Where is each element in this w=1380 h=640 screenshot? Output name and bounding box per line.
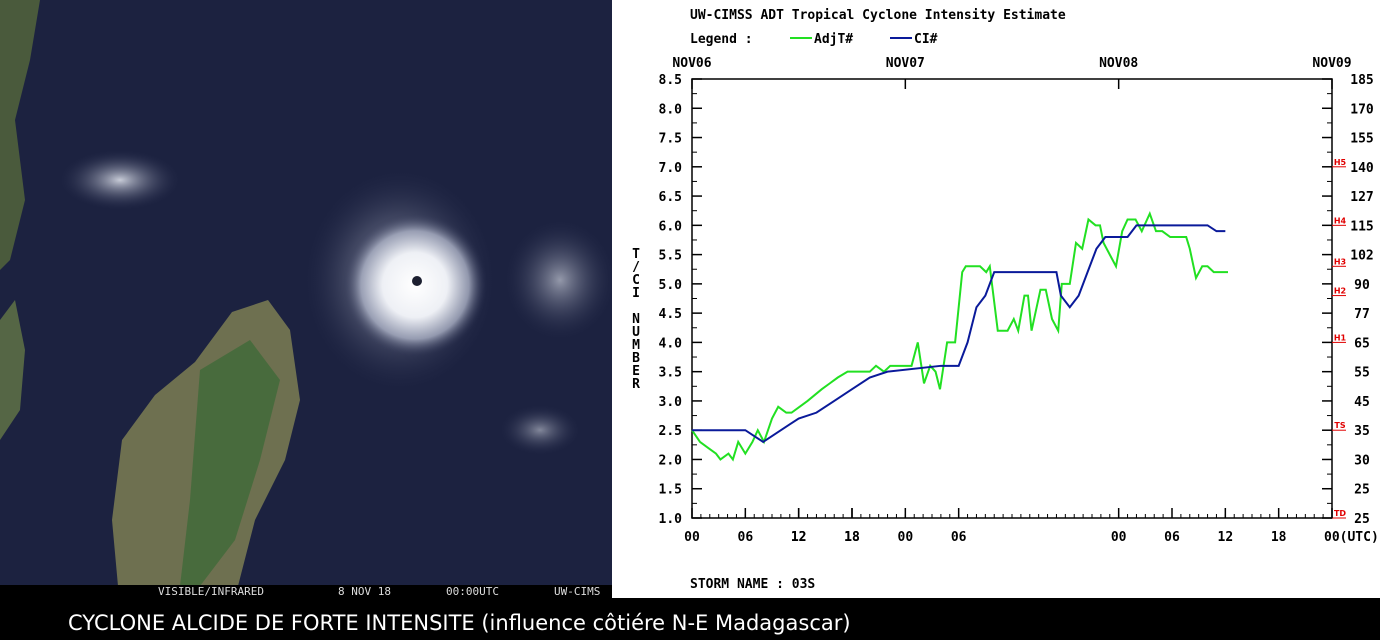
category-label: TD <box>1334 509 1346 518</box>
y-tick-label: 6.0 <box>659 219 683 234</box>
y-axis-label-char: U <box>632 325 640 340</box>
y-axis-label-char: T <box>632 247 640 262</box>
satellite-label: 8 NOV 18 <box>338 585 391 598</box>
y2-tick-label: 170 <box>1350 102 1374 117</box>
date-tick-label: NOV09 <box>1312 56 1351 71</box>
y2-tick-label: 55 <box>1354 366 1370 381</box>
y-tick-label: 8.0 <box>659 102 683 117</box>
x-tick-label: 00 <box>1111 530 1127 545</box>
x-tick-label: 06 <box>738 530 754 545</box>
y-axis-label-char: R <box>632 377 640 392</box>
series-line <box>691 210 1228 462</box>
y-tick-label: 5.5 <box>659 249 682 264</box>
y-tick-label: 5.0 <box>659 278 683 293</box>
y-axis-label-char: I <box>632 286 640 301</box>
series-line <box>692 224 1226 444</box>
legend-label: CI# <box>914 32 938 47</box>
satellite-image <box>0 0 615 598</box>
satellite-label: 00:00UTC <box>446 585 499 598</box>
y2-tick-label: 140 <box>1350 161 1374 176</box>
x-tick-label: 12 <box>791 530 807 545</box>
y-axis-label-char: N <box>632 312 640 327</box>
x-tick-label: 12 <box>1218 530 1234 545</box>
x-tick-label: 18 <box>844 530 860 545</box>
y-tick-label: 7.0 <box>659 161 683 176</box>
y2-tick-label: 90 <box>1354 278 1370 293</box>
caption-bar <box>0 598 1380 640</box>
y2-tick-label: 45 <box>1354 395 1370 410</box>
category-label: H2 <box>1334 287 1346 296</box>
y2-tick-label: 30 <box>1354 453 1370 468</box>
category-label: H1 <box>1334 333 1347 342</box>
y2-tick-label: 77 <box>1354 307 1370 322</box>
y2-tick-label: 127 <box>1350 190 1373 205</box>
y2-tick-label: 25 <box>1354 483 1370 498</box>
satellite-label: UW-CIMS <box>554 585 600 598</box>
y-axis-label-char: C <box>632 273 640 288</box>
satellite-label: VISIBLE/INFRARED <box>158 585 264 598</box>
y2-tick-label: 185 <box>1350 73 1373 88</box>
legend-label: AdjT# <box>814 32 853 47</box>
x-tick-label: 00(UTC) <box>1324 530 1379 545</box>
y2-tick-label: 65 <box>1354 336 1370 351</box>
category-label: H5 <box>1334 158 1347 167</box>
y-tick-label: 1.5 <box>659 483 682 498</box>
x-tick-label: 18 <box>844 530 860 545</box>
y-tick-label: 6.5 <box>659 190 682 205</box>
y2-tick-label: 102 <box>1350 249 1373 264</box>
y-tick-label: 7.5 <box>659 132 682 147</box>
y2-tick-label: 35 <box>1354 424 1370 439</box>
x-tick-label: 00 <box>898 530 914 545</box>
x-tick-label: 06 <box>1164 530 1180 545</box>
y-tick-label: 4.0 <box>659 336 683 351</box>
y2-tick-label: 25 <box>1354 512 1370 527</box>
y-tick-label: 8.5 <box>659 73 682 88</box>
chart-title: UW-CIMSS ADT Tropical Cyclone Intensity … <box>690 8 1066 23</box>
y-tick-label: 3.0 <box>659 395 683 410</box>
y-tick-label: 2.5 <box>659 424 682 439</box>
date-tick-label: NOV06 <box>672 56 711 71</box>
x-tick-label: 18 <box>1271 530 1287 545</box>
x-tick-label: 06 <box>951 530 967 545</box>
date-tick-label: NOV08 <box>1099 56 1138 71</box>
y-axis-label-char: / <box>632 260 640 275</box>
chart-background <box>612 0 1380 598</box>
y-tick-label: 3.5 <box>659 366 682 381</box>
y2-tick-label: 155 <box>1350 132 1373 147</box>
y-axis-label-char: B <box>632 351 640 366</box>
y-axis-label-char: E <box>632 364 640 379</box>
caption: CYCLONE ALCIDE DE FORTE INTENSITE (influ… <box>68 611 851 635</box>
date-tick-label: NOV07 <box>886 56 925 71</box>
y-axis-label-char: M <box>632 338 640 353</box>
y-tick-label: 2.0 <box>659 453 683 468</box>
y-tick-label: 1.0 <box>659 512 683 527</box>
y-tick-label: 4.5 <box>659 307 682 322</box>
x-tick-label: 00 <box>684 530 700 545</box>
storm-name: STORM NAME : 03S <box>690 577 815 592</box>
category-label: H3 <box>1334 257 1346 266</box>
y2-tick-label: 115 <box>1350 219 1373 234</box>
legend-label: Legend : <box>690 32 753 47</box>
category-label: H4 <box>1334 216 1347 225</box>
category-label: TS <box>1334 421 1345 430</box>
x-tick-label: 12 <box>791 530 807 545</box>
